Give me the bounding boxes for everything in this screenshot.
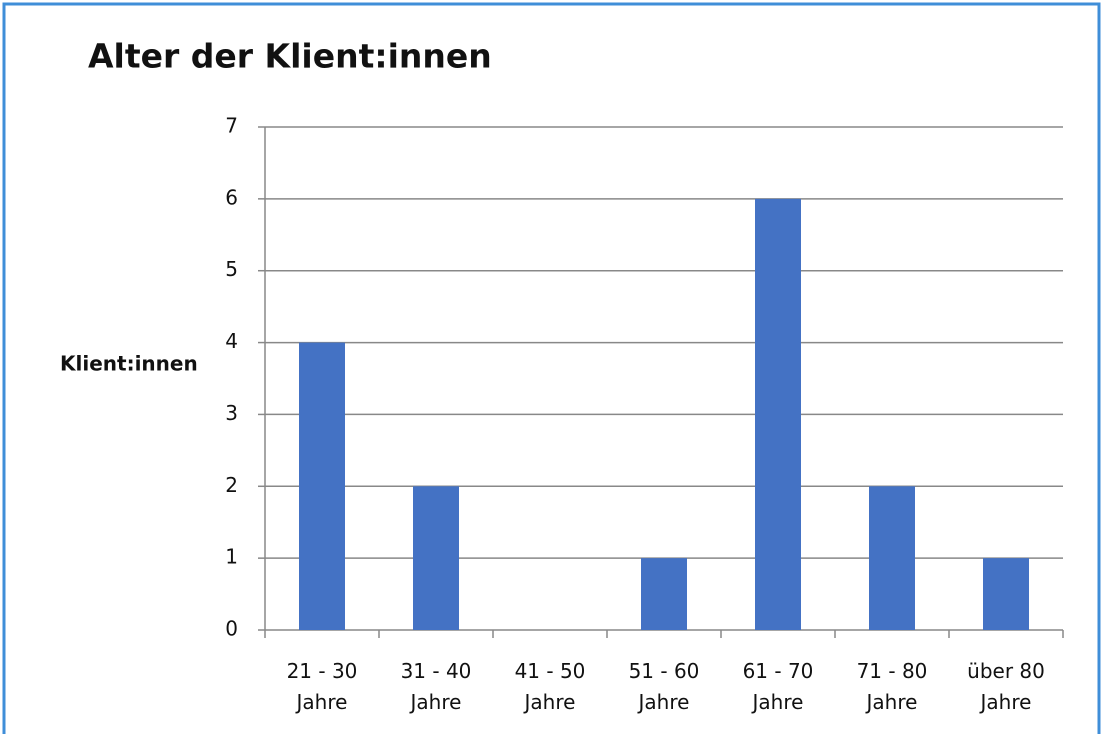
x-tick-label: über 80 Jahre [967, 659, 1045, 714]
y-axis-label: Klient:innen [60, 352, 198, 376]
x-tick-label: 71 - 80 Jahre [856, 659, 928, 714]
y-tick-label: 5 [225, 257, 238, 281]
x-tick-label: 61 - 70 Jahre [742, 659, 814, 714]
bar [755, 198, 801, 630]
x-tick-label: 41 - 50 Jahre [514, 659, 586, 714]
y-tick-label: 1 [225, 545, 238, 569]
y-tick-label: 6 [225, 185, 238, 209]
bar [983, 558, 1029, 630]
y-tick-label: 4 [225, 329, 238, 353]
x-tick-label: 21 - 30 Jahre [286, 659, 358, 714]
x-tick-label: 31 - 40 Jahre [400, 659, 472, 714]
bar [641, 558, 687, 630]
x-tick-label: 51 - 60 Jahre [628, 659, 700, 714]
bar [413, 486, 459, 630]
y-tick-label: 7 [225, 114, 238, 138]
bar [299, 342, 345, 630]
y-tick-label: 3 [225, 401, 238, 425]
bar [869, 486, 915, 630]
y-tick-label: 0 [225, 617, 238, 641]
y-tick-label: 2 [225, 473, 238, 497]
chart-title: Alter der Klient:innen [88, 37, 492, 76]
